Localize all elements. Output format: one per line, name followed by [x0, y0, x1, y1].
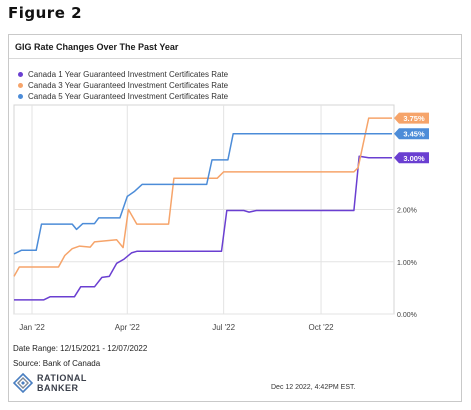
chart-legend: Canada 1 Year Guaranteed Investment Cert… [18, 69, 228, 102]
rational-banker-logo: RATIONAL BANKER [13, 373, 87, 393]
x-tick-label: Jul '22 [212, 323, 235, 332]
x-tick-label: Apr '22 [115, 323, 141, 332]
end-label-tag-1y [394, 152, 429, 164]
end-label-1y: 3.00% [403, 154, 425, 163]
chart-title: GIG Rate Changes Over The Past Year [15, 42, 179, 52]
end-label-tag-5y [394, 128, 429, 140]
legend-item-1y: Canada 1 Year Guaranteed Investment Cert… [18, 69, 228, 80]
series-line-5y [13, 132, 392, 255]
legend-marker-1y [18, 72, 23, 77]
source-text: Source: Bank of Canada [13, 359, 101, 368]
legend-label-1y: Canada 1 Year Guaranteed Investment Cert… [28, 70, 229, 79]
end-label-tag-3y [394, 112, 429, 124]
line-chart: Jan '22 Apr '22 Jul '22 Oct '22 0.00% 1.00% 2.… [13, 104, 429, 332]
y-tick-label: 2.00% [397, 208, 417, 215]
chart-panel: GIG Rate Changes Over The Past Year Jan … [8, 34, 462, 402]
title-divider [9, 58, 461, 59]
legend-marker-3y [18, 83, 23, 88]
figure-label: Figure 2 [8, 4, 83, 22]
date-range-text: Date Range: 12/15/2021 - 12/07/2022 [13, 344, 148, 353]
y-tick-label: 0.00% [397, 312, 417, 319]
x-tick-label: Oct '22 [309, 323, 335, 332]
legend-label-3y: Canada 3 Year Guaranteed Investment Cert… [28, 81, 229, 90]
series-line-1y [14, 155, 392, 301]
logo-word-1: RATIONAL [37, 373, 87, 383]
diamond-logo-icon [13, 373, 33, 393]
legend-label-5y: Canada 5 Year Guaranteed Investment Cert… [28, 92, 229, 101]
logo-word-2: BANKER [37, 383, 79, 393]
end-label-5y: 3.45% [403, 130, 425, 139]
legend-item-3y: Canada 3 Year Guaranteed Investment Cert… [18, 80, 228, 91]
series-line-3y [13, 117, 392, 277]
end-label-3y: 3.75% [403, 114, 425, 123]
legend-item-5y: Canada 5 Year Guaranteed Investment Cert… [18, 91, 228, 102]
timestamp: Dec 12 2022, 4:42PM EST. [271, 384, 356, 391]
legend-marker-5y [18, 94, 23, 99]
y-tick-label: 1.00% [397, 260, 417, 267]
x-tick-label: Jan '22 [19, 323, 45, 332]
